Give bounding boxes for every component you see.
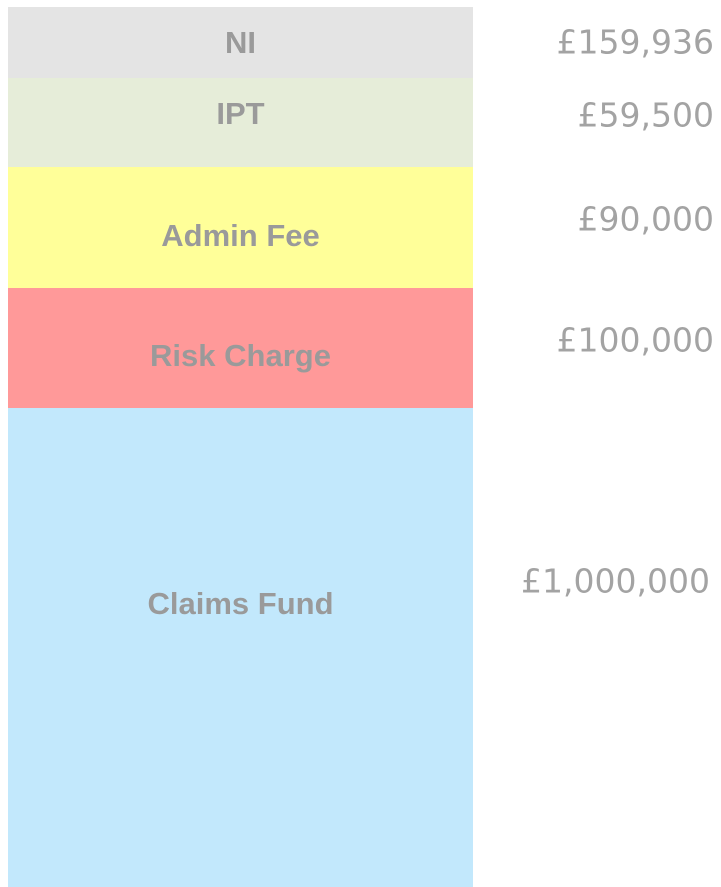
- segment-block: [8, 78, 473, 167]
- segment-block: [8, 7, 473, 78]
- segment-block: [8, 288, 473, 408]
- segment-label: Risk Charge: [150, 338, 331, 373]
- segment-block: [8, 167, 473, 288]
- segment-amount: £100,000: [557, 321, 714, 360]
- segment-amount: £1,000,000: [521, 562, 710, 601]
- segment-amount: £90,000: [578, 200, 714, 239]
- segment-label: Claims Fund: [147, 586, 333, 621]
- segment-label: IPT: [216, 96, 264, 131]
- segment-amount: £59,500: [578, 96, 714, 135]
- segment-block: [8, 408, 473, 887]
- segment-label: NI: [225, 25, 256, 60]
- segment-amount: £159,936: [557, 23, 714, 62]
- segment-label: Admin Fee: [161, 218, 319, 253]
